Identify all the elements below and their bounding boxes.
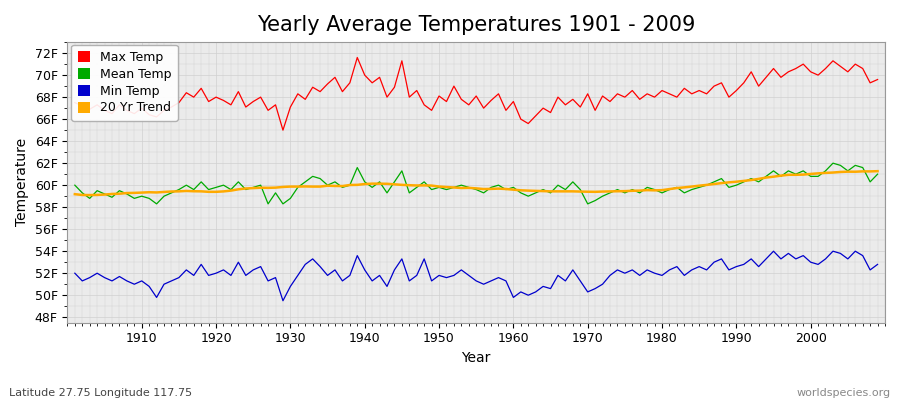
Title: Yearly Average Temperatures 1901 - 2009: Yearly Average Temperatures 1901 - 2009	[257, 15, 696, 35]
Text: Latitude 27.75 Longitude 117.75: Latitude 27.75 Longitude 117.75	[9, 388, 192, 398]
Y-axis label: Temperature: Temperature	[15, 138, 29, 226]
Legend: Max Temp, Mean Temp, Min Temp, 20 Yr Trend: Max Temp, Mean Temp, Min Temp, 20 Yr Tre…	[71, 45, 178, 121]
X-axis label: Year: Year	[462, 351, 490, 365]
Text: worldspecies.org: worldspecies.org	[796, 388, 891, 398]
